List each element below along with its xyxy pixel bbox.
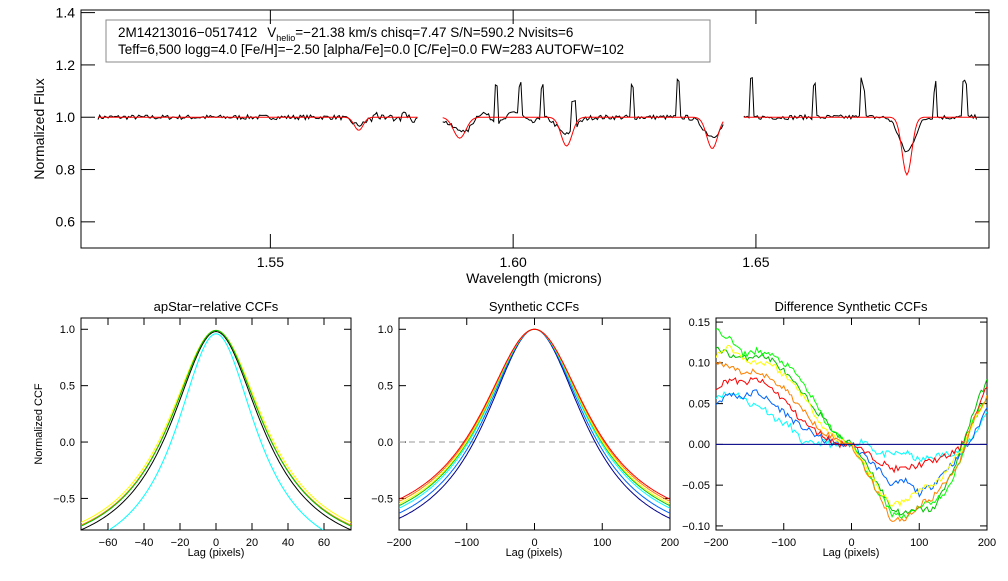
synthetic-ccf-title: Synthetic CCFs [489,299,580,314]
difference_ccf-x-tick-label: −100 [771,537,796,549]
spectrum-model-line [743,116,977,176]
spectrum-y-label: Normalized Flux [31,78,47,179]
spectrum-info-box [105,19,711,63]
synthetic_ccf-y-tick-label: 0.0 [378,437,393,449]
difference-ccf-plot-frame [715,317,988,531]
apstar-ccf-x-label: Lag (pixels) [188,547,245,559]
synthetic_ccf-x-tick-label: −100 [454,537,479,549]
apstar_ccf-x-tick-label: 40 [282,537,294,549]
difference-ccf-line-d4 [716,346,987,516]
difference-ccf-title: Difference Synthetic CCFs [775,299,928,314]
synthetic_ccf-y-tick-label: −0.5 [371,493,393,505]
difference-ccf-line-d5 [716,328,987,520]
difference-ccf-panel: Difference Synthetic CCFs Lag (pixels) [715,299,988,559]
spectrum-info-line1: 2M14213016−0517412 Vhelio=−21.38 km/s chi… [118,25,573,43]
apstar-ccf-title: apStar−relative CCFs [154,299,279,314]
spectrum-observed-line [97,111,418,127]
synthetic_ccf-x-tick-label: 100 [593,537,611,549]
synthetic-ccf-line-s1 [399,328,670,519]
spectrum-model-line [98,116,418,131]
difference-ccf-x-label: Lag (pixels) [823,547,880,559]
vhelio-prefix: V [267,25,276,40]
difference_ccf-series-group [716,328,987,523]
synthetic_ccf-series-group [399,328,670,519]
synthetic_ccf-x-tick-label: 200 [661,537,679,549]
apstar-ccf-line-visit5 [108,333,324,530]
synthetic-ccf-x-label: Lag (pixels) [506,547,563,559]
spectrum-y-tick-label: 0.6 [56,214,76,230]
difference_ccf-x-tick-label: 0 [848,537,854,549]
spectrum-plot-frame [80,9,990,249]
spectrum-y-tick-label: 1.4 [56,5,76,21]
spectrum-series-group [97,76,978,176]
difference_ccf-x-tick-label: 200 [978,537,996,549]
spectrum-y-tick-label: 0.8 [56,161,76,177]
apstar-ccf-line-visit4 [81,329,351,527]
difference_ccf-y-tick-label: 0.15 [689,317,710,329]
difference_ccf-y-tick-label: 0.10 [689,358,710,370]
star-id: 2M14213016−0517412 [118,25,257,40]
synthetic_ccf-y-tick-label: 1.0 [378,324,393,336]
synthetic_ccf-y-tick-label: 0.5 [378,381,393,393]
apstar-ccf-line-visit1 [81,330,351,530]
apstar_ccf-x-tick-label: −40 [135,537,154,549]
apstar_ccf-series-group [81,329,351,530]
synthetic-ccf-panel: Synthetic CCFs Lag (pixels) [398,299,671,559]
synthetic-ccf-line-s7 [399,328,670,500]
spectrum-x-label: Wavelength (microns) [466,270,602,286]
apstar_ccf-x-tick-label: 0 [213,537,219,549]
apstar_ccf-x-tick-label: 60 [318,537,330,549]
apstar_ccf-y-tick-label: −0.5 [53,493,75,505]
spectrum-x-tick-label: 1.65 [742,254,769,270]
spectrum-observed-line [743,76,978,153]
synthetic-ccf-line-s2 [399,328,670,514]
apstar_ccf-x-tick-label: −60 [99,537,118,549]
apstar-ccf-panel: apStar−relative CCFs Lag (pixels) Normal… [33,299,352,559]
spectrum-x-tick-label: 1.60 [500,254,527,270]
synthetic-ccf-plot-frame [398,317,671,531]
vhelio-value: =−21.38 km/s chisq=7.47 S/N=590.2 Nvisit… [295,25,573,40]
difference_ccf-y-tick-label: 0.00 [689,439,710,451]
apstar_ccf-y-tick-label: 0.0 [60,437,75,449]
apstar-ccf-line-visit3 [81,329,351,523]
spectrum-info-line2: Teff=6,500 logg=4.0 [Fe/H]=−2.50 [alpha/… [118,42,624,57]
chart-marks: 1.55 1.60 1.650.60.81.01.21.4−60 −40 −20 0 20 4… [53,5,996,549]
apstar_ccf-x-tick-label: −20 [171,537,190,549]
apstar_ccf-y-tick-label: 1.0 [60,324,75,336]
difference_ccf-x-tick-label: 100 [910,537,928,549]
synthetic_ccf-x-tick-label: 0 [531,537,537,549]
difference_ccf-y-tick-label: −0.05 [682,480,710,492]
difference-ccf-line-d3 [716,377,987,474]
spectrum-y-tick-label: 1.0 [56,109,76,125]
spectrum-panel: 2M14213016−0517412 Vhelio=−21.38 km/s chi… [31,9,990,286]
difference_ccf-y-tick-label: −0.10 [682,521,710,533]
difference-ccf-line-d7 [716,360,987,523]
apstar_ccf-y-tick-label: 0.5 [60,381,75,393]
synthetic-ccf-line-s3 [399,328,670,509]
difference_ccf-y-tick-label: 0.05 [689,398,710,410]
spectrum-observed-line [442,78,724,139]
synthetic_ccf-x-tick-label: −200 [387,537,412,549]
apstar_ccf-x-tick-label: 20 [246,537,258,549]
spectrum-x-tick-label: 1.55 [257,254,284,270]
spectrum-model-line [442,116,724,149]
apstar-ccf-line-visit2 [81,329,351,526]
apstar-ccf-y-label: Normalized CCF [33,383,45,465]
spectrum-y-tick-label: 1.2 [56,57,76,73]
difference_ccf-x-tick-label: −200 [704,537,729,549]
difference-ccf-line-d1 [716,391,987,463]
vhelio-subscript: helio [276,33,295,43]
